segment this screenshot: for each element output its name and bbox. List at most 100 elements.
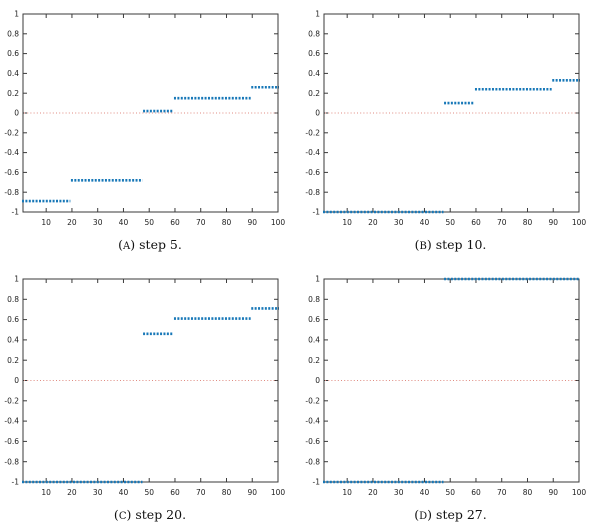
svg-text:0.8: 0.8 (7, 29, 19, 38)
svg-text:0: 0 (315, 109, 320, 118)
svg-text:100: 100 (271, 488, 286, 497)
caption-close-paren: ) (126, 507, 132, 522)
caption-text: step 20. (135, 507, 187, 522)
svg-text:-0.6: -0.6 (4, 168, 19, 177)
svg-text:40: 40 (119, 218, 129, 227)
subfigure-a: 10 20 30 40 50 60 70 80 90 100 -1 -0.8 -0.6 -0.4 -0.2 0… (0, 0, 300, 264)
svg-text:70: 70 (196, 488, 206, 497)
svg-text:50: 50 (445, 488, 455, 497)
svg-text:0: 0 (315, 376, 320, 385)
svg-text:10: 10 (342, 218, 352, 227)
svg-text:80: 80 (222, 488, 232, 497)
caption-close-paren: ) (130, 237, 136, 252)
svg-text:-0.4: -0.4 (4, 417, 19, 426)
chart-canvas-step-10: 10 20 30 40 50 60 70 80 90 100-1-0.8-0.6-0.4-0.20… (305, 10, 586, 227)
svg-text:100: 100 (571, 218, 586, 227)
svg-text:70: 70 (196, 218, 206, 227)
svg-text:60: 60 (471, 488, 481, 497)
caption-open-paren: ( (113, 507, 119, 522)
svg-text:0.2: 0.2 (308, 89, 320, 98)
caption-open-paren: ( (118, 237, 123, 252)
svg-text:-1: -1 (12, 478, 20, 487)
caption-text: step 5. (139, 237, 182, 252)
svg-text:0.8: 0.8 (7, 295, 19, 304)
svg-text:-0.2: -0.2 (4, 128, 19, 137)
chart-canvas-step-27: 10 20 30 40 50 60 70 80 90 100-1-0.8-0.6-0.4-0.20… (305, 275, 586, 497)
caption-letter: B (419, 241, 427, 252)
caption-open-paren: ( (414, 237, 420, 252)
svg-text:30: 30 (93, 218, 103, 227)
caption-letter: A (123, 241, 131, 252)
svg-text:80: 80 (522, 218, 532, 227)
caption-open-paren: ( (414, 507, 420, 522)
svg-text:-0.2: -0.2 (4, 396, 19, 405)
chart-canvas-step-20: 10 20 30 40 50 60 70 80 90 100-1-0.8-0.6-0.4-0.20… (4, 275, 286, 497)
svg-text:90: 90 (548, 218, 558, 227)
subfigure-c: 10 20 30 40 50 60 70 80 90 100 -1 -0.8 -0.6 -0.4 -0.2 0… (0, 264, 300, 528)
svg-text:-0.8: -0.8 (4, 457, 19, 466)
svg-text:0: 0 (14, 376, 19, 385)
chart-canvas-step-5: 10 20 30 40 50 60 70 80 90 100-1-0.8-0.6-0.4-0.20… (4, 10, 286, 227)
svg-text:1: 1 (14, 10, 19, 19)
subfigure-b-caption: (B) step 10. (415, 237, 487, 252)
svg-text:60: 60 (471, 218, 481, 227)
subfigure-d-caption: (D) step 27. (414, 507, 487, 522)
svg-text:80: 80 (522, 488, 532, 497)
svg-text:90: 90 (247, 218, 257, 227)
svg-text:0.6: 0.6 (308, 315, 320, 324)
svg-text:30: 30 (93, 488, 103, 497)
svg-text:-1: -1 (312, 208, 320, 217)
svg-text:-0.4: -0.4 (4, 148, 19, 157)
svg-text:0.8: 0.8 (308, 29, 320, 38)
svg-text:0: 0 (14, 109, 19, 118)
svg-text:-0.6: -0.6 (305, 168, 320, 177)
svg-text:-0.8: -0.8 (305, 188, 320, 197)
svg-text:-0.4: -0.4 (305, 417, 320, 426)
svg-text:90: 90 (247, 488, 257, 497)
caption-close-paren: ) (426, 237, 432, 252)
caption-letter: C (118, 511, 127, 522)
svg-text:20: 20 (67, 488, 77, 497)
svg-text:-0.6: -0.6 (305, 437, 320, 446)
svg-text:50: 50 (144, 488, 154, 497)
svg-text:0.2: 0.2 (308, 356, 320, 365)
svg-text:40: 40 (119, 488, 129, 497)
svg-text:90: 90 (548, 488, 558, 497)
subfigure-a-caption: (A) step 5. (118, 237, 182, 252)
svg-text:1: 1 (315, 275, 320, 284)
svg-text:0.6: 0.6 (308, 49, 320, 58)
svg-text:40: 40 (419, 488, 429, 497)
svg-text:60: 60 (170, 488, 180, 497)
svg-text:0.6: 0.6 (7, 315, 19, 324)
svg-text:70: 70 (496, 488, 506, 497)
svg-text:20: 20 (368, 218, 378, 227)
svg-text:0.4: 0.4 (308, 69, 320, 78)
svg-text:10: 10 (41, 218, 51, 227)
svg-text:-0.4: -0.4 (305, 148, 320, 157)
svg-text:20: 20 (67, 218, 77, 227)
svg-text:10: 10 (41, 488, 51, 497)
svg-text:0.2: 0.2 (7, 356, 19, 365)
svg-text:30: 30 (393, 218, 403, 227)
svg-text:0.4: 0.4 (7, 69, 19, 78)
svg-text:40: 40 (419, 218, 429, 227)
svg-text:-0.2: -0.2 (305, 396, 320, 405)
svg-text:80: 80 (222, 218, 232, 227)
caption-text: step 10. (435, 237, 487, 252)
svg-text:-1: -1 (312, 478, 320, 487)
svg-text:50: 50 (445, 218, 455, 227)
svg-text:-1: -1 (12, 208, 20, 217)
svg-text:10: 10 (342, 488, 352, 497)
svg-text:20: 20 (368, 488, 378, 497)
subfigure-c-caption: (C) step 20. (114, 507, 186, 522)
svg-text:70: 70 (496, 218, 506, 227)
caption-text: step 27. (436, 507, 487, 522)
svg-text:100: 100 (271, 218, 286, 227)
subfigure-b: 10 20 30 40 50 60 70 80 90 100 -1 -0.8 -0.6 -0.4 -0.2 0… (300, 0, 601, 264)
svg-text:60: 60 (170, 218, 180, 227)
svg-text:100: 100 (571, 488, 586, 497)
svg-text:0.4: 0.4 (308, 336, 320, 345)
svg-text:30: 30 (393, 488, 403, 497)
svg-text:0.6: 0.6 (7, 49, 19, 58)
